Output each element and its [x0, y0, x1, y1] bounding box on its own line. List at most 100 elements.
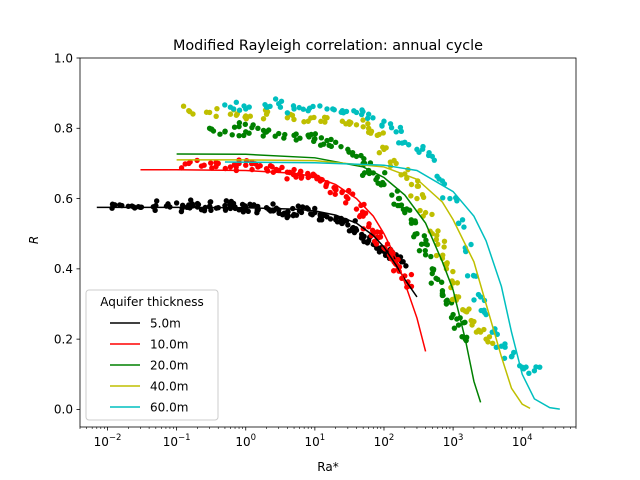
data-point	[360, 124, 366, 130]
data-point	[293, 137, 299, 143]
data-point	[501, 355, 508, 361]
series-60-0m-curve	[224, 161, 560, 410]
data-point	[227, 164, 234, 170]
data-point	[376, 131, 382, 138]
data-point	[396, 195, 403, 202]
data-point	[379, 123, 385, 129]
data-point	[408, 181, 415, 188]
data-point	[455, 322, 462, 328]
y-tick-label: 0.8	[54, 122, 73, 136]
data-point	[333, 187, 339, 193]
data-point	[301, 119, 307, 125]
data-point	[240, 209, 247, 215]
data-point	[242, 121, 249, 128]
data-point	[245, 208, 251, 214]
data-point	[208, 160, 214, 166]
data-point	[243, 116, 249, 122]
y-tick-label: 0.2	[54, 332, 73, 346]
data-point	[436, 176, 442, 182]
data-point	[406, 207, 413, 213]
data-point	[400, 258, 406, 265]
series-10-0m-points	[178, 157, 415, 290]
data-point	[236, 132, 242, 139]
data-point	[318, 217, 325, 223]
data-point	[330, 106, 336, 112]
data-point	[227, 204, 234, 210]
data-point	[222, 128, 228, 134]
data-point	[255, 125, 261, 131]
series-10-0m-curve	[140, 169, 427, 352]
data-point	[277, 104, 284, 110]
data-point	[346, 149, 352, 155]
data-point	[391, 201, 397, 207]
data-point	[308, 131, 314, 138]
data-point	[154, 198, 160, 204]
data-point	[189, 201, 196, 207]
data-point	[456, 220, 462, 227]
data-point	[454, 280, 461, 286]
data-point	[312, 131, 319, 137]
data-point	[328, 136, 334, 143]
legend-label: 20.0m	[150, 358, 188, 372]
series-layer	[96, 96, 560, 410]
data-point	[246, 104, 252, 110]
data-point	[279, 164, 285, 171]
data-point	[272, 133, 278, 139]
data-point	[190, 111, 196, 117]
data-point	[421, 233, 428, 239]
x-tick-label: 10−1	[163, 433, 191, 449]
data-point	[431, 157, 438, 163]
data-point	[293, 131, 299, 137]
data-point	[256, 163, 262, 169]
data-point	[298, 175, 304, 181]
data-point	[198, 163, 205, 169]
data-point	[182, 161, 188, 167]
data-point	[489, 340, 496, 346]
series-40-0m-points	[180, 103, 496, 346]
series-5-0m-curve	[96, 206, 418, 298]
data-point	[327, 216, 334, 222]
y-tick-label: 0.4	[54, 262, 73, 276]
data-point	[233, 99, 240, 106]
data-point	[262, 129, 269, 135]
data-point	[109, 201, 116, 207]
data-point	[416, 149, 422, 155]
data-point	[399, 140, 405, 146]
data-point	[326, 142, 332, 148]
data-point	[250, 122, 256, 128]
data-point	[400, 206, 407, 213]
data-point	[361, 233, 367, 240]
data-point	[430, 267, 437, 274]
data-point	[428, 280, 434, 286]
data-point	[350, 224, 356, 231]
data-point	[207, 199, 214, 205]
plot-area: 0.0 0.2 0.4 0.6 0.8 1.0 10−2 10−1 100 101 102 103 10…	[54, 51, 577, 449]
data-point	[469, 322, 475, 328]
data-point	[278, 98, 285, 104]
legend-title: Aquifer thickness	[100, 295, 204, 309]
x-tick-label: 100	[235, 433, 256, 449]
data-point	[337, 219, 344, 225]
data-point	[243, 162, 249, 168]
data-point	[486, 334, 493, 340]
data-point	[308, 211, 314, 217]
data-point	[365, 121, 371, 127]
data-point	[417, 207, 423, 214]
data-point	[464, 273, 471, 279]
data-point	[502, 344, 508, 350]
data-point	[291, 166, 297, 173]
data-point	[454, 198, 460, 204]
data-point	[485, 339, 491, 345]
data-point	[408, 193, 414, 199]
plot-frame	[79, 57, 577, 428]
data-point	[388, 125, 395, 131]
data-point	[365, 111, 372, 117]
data-point	[241, 132, 247, 139]
data-point	[470, 272, 477, 279]
y-axis-label: R	[27, 236, 41, 244]
data-point	[370, 115, 376, 121]
chart-title: Modified Rayleigh correlation: annual cy…	[173, 38, 483, 54]
data-point	[260, 116, 267, 122]
data-point	[327, 189, 333, 196]
legend-label: 40.0m	[150, 379, 188, 393]
